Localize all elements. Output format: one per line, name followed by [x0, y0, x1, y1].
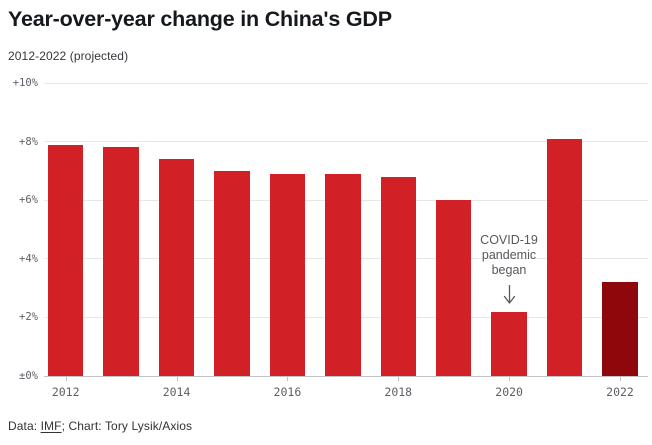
x-axis-label: 2022: [606, 385, 634, 399]
bar-2017: [325, 173, 361, 376]
x-axis-label: 2018: [384, 385, 413, 399]
x-axis-tick: [509, 376, 511, 381]
y-axis-label: +10%: [12, 77, 38, 89]
bar-2012: [47, 144, 84, 376]
x-axis-baseline: [44, 375, 648, 377]
bar-2021: [546, 138, 583, 376]
y-axis-label: +6%: [19, 194, 38, 207]
x-axis-tick: [65, 376, 67, 381]
source-link[interactable]: IMF: [40, 419, 62, 433]
y-axis-label: ±0%: [19, 370, 38, 382]
plot-area: ±0% +2% +4% +6% +8% +10% 2012 2014 2016 2018 2020 2…: [13, 77, 648, 399]
bar-2015: [214, 170, 250, 376]
x-axis-label: 2014: [162, 385, 191, 399]
gridline: [44, 82, 648, 84]
chart-subtitle: 2012-2022 (projected): [8, 49, 129, 63]
bar-2014: [158, 159, 195, 376]
chart-title: Year-over-year change in China's GDP: [8, 7, 392, 31]
covid-annotation: COVID-19 pandemic began: [480, 233, 538, 277]
bar-2022: [602, 282, 638, 376]
source-suffix: ; Chart: Tory Lysik/Axios: [61, 419, 193, 433]
source-prefix: Data:: [8, 419, 41, 433]
bar-2018: [380, 176, 417, 376]
x-axis-label: 2016: [273, 385, 302, 399]
x-axis-tick: [620, 376, 621, 381]
y-axis-label: +4%: [19, 252, 38, 265]
y-axis-label: +2%: [19, 311, 38, 324]
bar-2016: [269, 173, 306, 376]
bar-2019: [435, 200, 472, 376]
x-axis-tick: [398, 376, 400, 381]
x-axis-tick: [287, 376, 289, 381]
y-axis-label: +8%: [19, 135, 38, 148]
gridline: [44, 141, 648, 143]
x-axis-label: 2020: [495, 385, 523, 399]
bar-2013: [103, 147, 139, 376]
bar-2020: [491, 311, 527, 376]
down-arrow-icon: [503, 285, 516, 304]
x-axis-tick: [176, 376, 178, 381]
source-line: Data: IMF; Chart: Tory Lysik/Axios: [8, 419, 192, 433]
x-axis-label: 2012: [51, 385, 80, 399]
